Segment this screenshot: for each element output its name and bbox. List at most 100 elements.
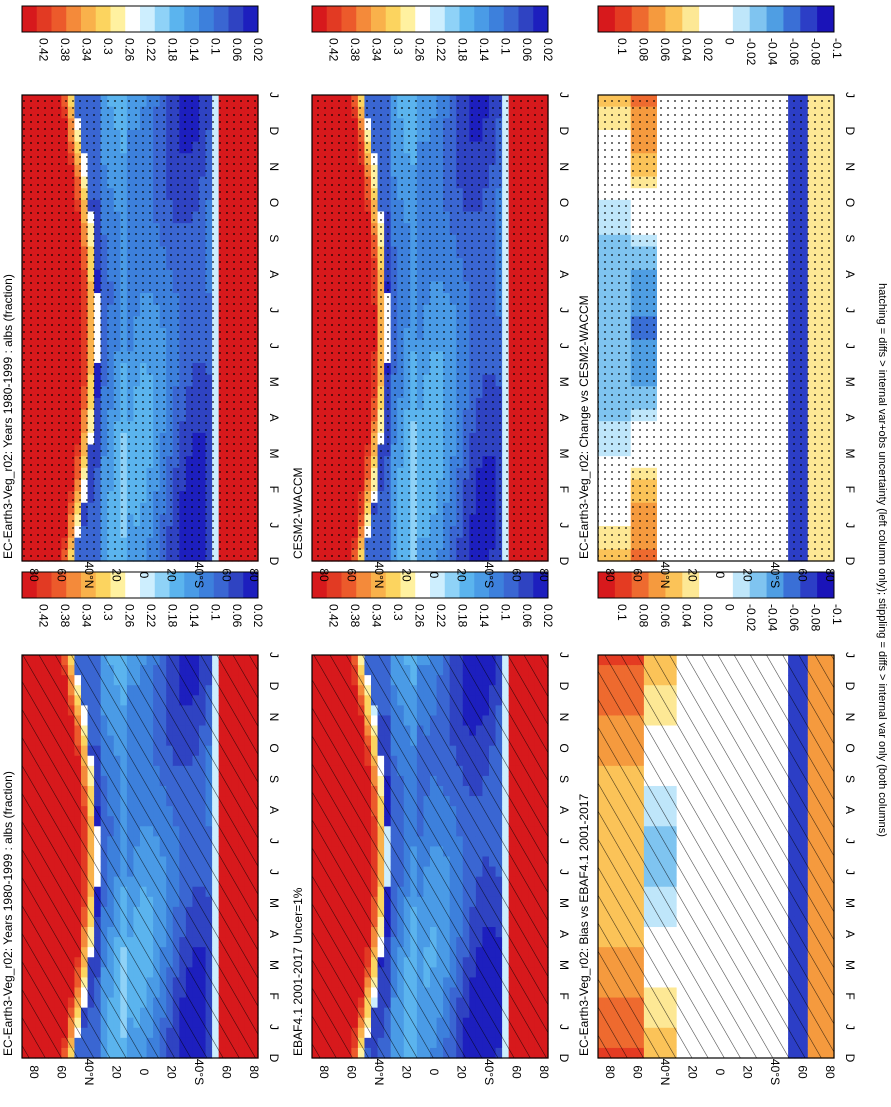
lat-tick-label: 0: [137, 572, 151, 579]
colorbar-frame: [311, 571, 549, 599]
panel-frame: [311, 654, 549, 1059]
colorbar-label: 0.34: [80, 604, 94, 628]
lat-tick-label: 20: [165, 1065, 179, 1079]
lat-tick-label: 80: [27, 568, 41, 582]
colorbar-swatch: [184, 6, 200, 32]
month-tick-label: J: [267, 307, 281, 313]
colorbar-swatch: [518, 572, 534, 598]
month-tick-label: J: [557, 652, 571, 658]
colorbar-swatch: [312, 572, 328, 598]
month-tick-label: M: [267, 449, 281, 459]
colorbar-frame: [21, 5, 259, 33]
lat-tick-label: 40°S: [192, 1059, 206, 1085]
colorbar-swatch: [356, 572, 372, 598]
month-tick-label: D: [267, 126, 281, 135]
lat-tick-label: 60: [55, 1065, 69, 1079]
month-tick-label: A: [267, 806, 281, 814]
lat-tick-label: 80: [247, 1065, 261, 1079]
colorbar-swatch: [95, 6, 111, 32]
lat-tick-label: 80: [317, 1065, 331, 1079]
month-tick-label: O: [267, 743, 281, 752]
lat-tick-label: 40°N: [82, 562, 96, 589]
colorbar: 0.42 0.38 0.34 0.3 0.26 0.22 0.18 0.14 0.1 0.06 0.…: [21, 5, 265, 62]
colorbar-label: 0.22: [144, 38, 158, 62]
colorbar-swatch: [184, 572, 200, 598]
colorbar: 0.42 0.38 0.34 0.3 0.26 0.22 0.18 0.14 0.1 0.06 0.…: [21, 571, 265, 628]
panel-title: EC-Earth3-Veg_r02: Years 1980-1999 : alb…: [1, 274, 15, 559]
colorbar-label: 0.02: [251, 604, 265, 628]
lat-tick-label: 60: [345, 1065, 359, 1079]
colorbar-swatch: [503, 572, 519, 598]
month-tick-label: N: [267, 713, 281, 722]
colorbar-label: 0.34: [370, 604, 384, 628]
colorbar-label: 0.3: [101, 38, 115, 55]
lat-tick-label: 20: [165, 568, 179, 582]
colorbar-swatch: [66, 572, 82, 598]
colorbar-frame: [21, 571, 259, 599]
colorbar-label: 0.38: [58, 38, 72, 62]
colorbar-label: 0.1: [208, 38, 222, 55]
colorbar-swatch: [243, 572, 259, 598]
panel-title: EC-Earth3-Veg_r02: Years 1980-1999 : alb…: [1, 771, 15, 1056]
hatching-overlay: [22, 655, 258, 1058]
month-tick-label: D: [267, 1054, 281, 1063]
colorbar-swatch: [22, 572, 38, 598]
colorbar: 0.42 0.38 0.34 0.3 0.26 0.22 0.18 0.14 0.1 0.06 0.…: [311, 571, 555, 628]
month-tick-label: F: [267, 992, 281, 999]
colorbar-swatch: [385, 572, 401, 598]
stippling-overlay: [22, 95, 258, 561]
colorbar-label: 0.42: [327, 604, 341, 628]
colorbar-label: 0.1: [208, 604, 222, 621]
month-tick-label: D: [267, 557, 281, 566]
month-tick-label: J: [267, 522, 281, 528]
colorbar-swatch: [228, 6, 244, 32]
panel-frame: [21, 94, 259, 562]
panel-top-left: 80 60 40°N 20 0 20 40°S 60 80DJFMAMJJASONDJEC-Ea…: [1, 571, 281, 1085]
lat-tick-label: 60: [220, 1065, 234, 1079]
month-tick-label: F: [267, 486, 281, 493]
month-tick-label: A: [267, 414, 281, 422]
lat-tick-label: 60: [55, 568, 69, 582]
colorbar-label: 0.18: [165, 604, 179, 628]
panel-top-right: 80 60 40°N 20 0 20 40°S 60 80DJFMAMJJASONDJEC-Ea…: [1, 5, 281, 589]
month-tick-label: O: [557, 743, 571, 752]
month-tick-label: D: [557, 1054, 571, 1063]
lat-tick-label: 20: [455, 1065, 469, 1079]
month-tick-label: A: [267, 270, 281, 278]
colorbar-swatch: [400, 572, 416, 598]
colorbar-label: 0.38: [348, 604, 362, 628]
colorbar-swatch: [140, 6, 156, 32]
panel-frame: [21, 654, 259, 1059]
colorbar-swatch: [533, 572, 549, 598]
month-tick-label: O: [267, 198, 281, 207]
lat-tick-label: 60: [510, 1065, 524, 1079]
colorbar-swatch: [459, 572, 475, 598]
colorbar-label: 0.42: [37, 604, 51, 628]
month-tick-label: M: [557, 960, 571, 970]
month-tick-label: A: [557, 930, 571, 938]
month-tick-label: S: [267, 775, 281, 783]
lat-tick-label: 80: [247, 568, 261, 582]
colorbar-swatch: [213, 6, 229, 32]
colorbar-label: 0.22: [144, 604, 158, 628]
month-tick-label: J: [267, 343, 281, 349]
colorbar-label: 0.14: [477, 604, 491, 628]
colorbar-swatch: [110, 6, 126, 32]
colorbar-swatch: [213, 572, 229, 598]
colorbar-label: 0.06: [230, 38, 244, 62]
month-tick-label: D: [267, 682, 281, 691]
panel-middle-right: 80 60 40°N 20 0 20 40°S 60 80DJFMAMJJASONDJCESM2…: [291, 5, 571, 588]
colorbar-label: 0.14: [187, 604, 201, 628]
panel-title: EBAF4.1 2001-2017 Uncer=1%: [291, 887, 305, 1056]
colorbar-swatch: [489, 572, 505, 598]
colorbar-swatch: [125, 572, 141, 598]
panel-middle-left: 80 60 40°N 20 0 20 40°S 60 80DJFMAMJJASONDJEBAF4…: [291, 571, 571, 1085]
colorbar-label: 0.3: [391, 604, 405, 621]
month-tick-label: J: [557, 838, 571, 844]
colorbar-label: 0.3: [101, 604, 115, 621]
colorbar-swatch: [81, 6, 97, 32]
colorbar-label: 0.38: [58, 604, 72, 628]
month-tick-label: M: [267, 960, 281, 970]
colorbar-swatch: [154, 6, 170, 32]
